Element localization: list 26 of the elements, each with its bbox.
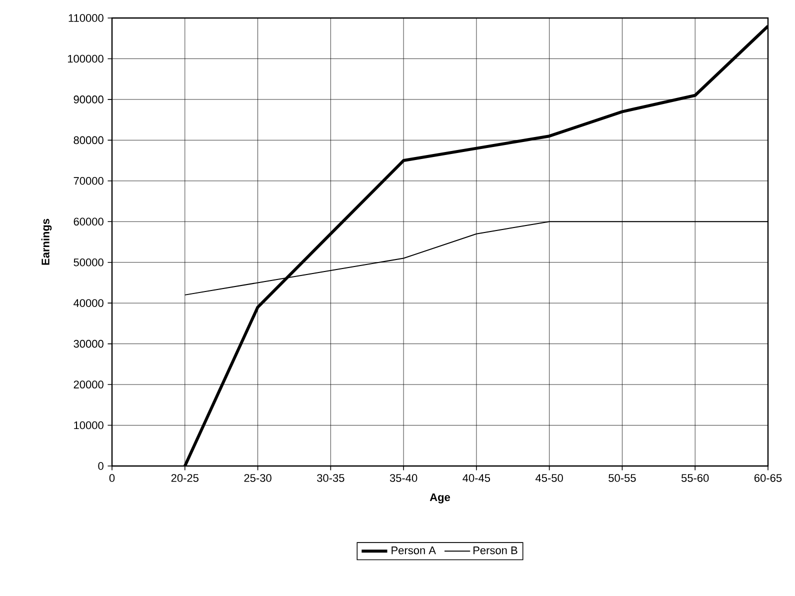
x-tick-label: 40-45	[462, 474, 490, 482]
y-tick-label: 20000	[74, 380, 104, 388]
y-tick-label: 10000	[74, 421, 104, 430]
y-tick-label: 100000	[68, 54, 104, 63]
x-tick-label: 25-30	[244, 474, 272, 482]
y-tick-label: 70000	[74, 177, 104, 185]
x-tick-label: 55-60	[681, 474, 709, 482]
x-tick-label: 45-50	[536, 474, 563, 482]
x-tick-label: 30-35	[317, 474, 344, 482]
x-tick-label: 0	[109, 474, 115, 482]
y-tick-label: 50000	[74, 258, 104, 266]
y-axis-title: Earnings	[41, 218, 52, 265]
y-tick-label: 30000	[74, 340, 104, 348]
x-axis-title: Age	[430, 493, 450, 504]
legend-label: Person B	[474, 546, 518, 554]
y-tick-label: 90000	[74, 96, 104, 104]
legend-label: Person A	[392, 546, 436, 554]
y-tick-label: 80000	[74, 136, 104, 144]
y-tick-label: 40000	[74, 299, 104, 307]
x-tick-label: 50-55	[608, 474, 636, 482]
y-tick-label: 60000	[74, 218, 104, 226]
x-tick-label: 60-65	[754, 474, 782, 482]
x-tick-label: 20-25	[171, 474, 198, 482]
y-tick-label: 0	[98, 462, 104, 470]
x-tick-label: 35-40	[390, 474, 418, 482]
y-tick-label: 110000	[68, 14, 104, 22]
